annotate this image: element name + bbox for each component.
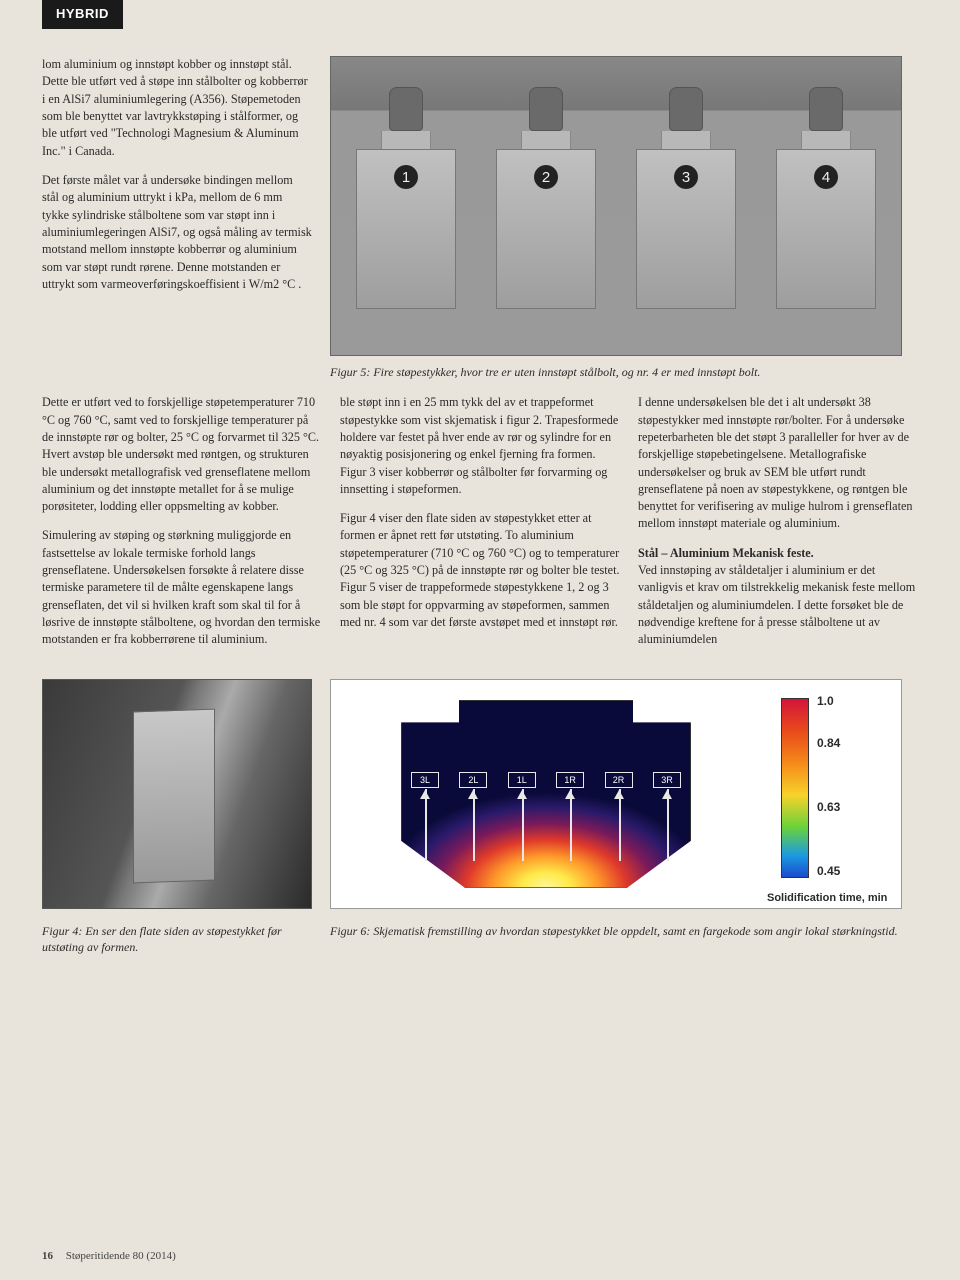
figure-6: 3L 2L 1L 1R 2R 3R 1.0 0.84 0.63 0.45 Sol… bbox=[330, 679, 918, 955]
cb-label-3: 0.45 bbox=[817, 864, 840, 878]
column-2: ble støpt inn i en 25 mm tykk del av et … bbox=[340, 394, 620, 661]
col3-p1: I denne undersøkelsen ble det i alt unde… bbox=[638, 394, 918, 533]
figure-4-caption: Figur 4: En ser den flate siden av støpe… bbox=[42, 923, 312, 955]
sample-3-number: 3 bbox=[674, 165, 698, 189]
figure-5-image: 1 2 3 4 bbox=[330, 56, 902, 356]
probe-3r: 3R bbox=[653, 772, 681, 788]
figure-5: 1 2 3 4 Figur 5: Fire støpestykker, hvor… bbox=[330, 56, 918, 380]
top-row: lom aluminium og innstøpt kobber og inns… bbox=[42, 0, 918, 380]
sample-3: 3 bbox=[631, 87, 741, 327]
sample-2: 2 bbox=[491, 87, 601, 327]
intro-paragraph-2: Det første målet var å undersøke binding… bbox=[42, 172, 312, 293]
figure-4-image bbox=[42, 679, 312, 909]
intro-column: lom aluminium og innstøpt kobber og inns… bbox=[42, 56, 312, 380]
col2-p2: Figur 4 viser den flate siden av støpest… bbox=[340, 510, 620, 631]
column-1: Dette er utført ved to forskjellige støp… bbox=[42, 394, 322, 661]
heatmap: 3L 2L 1L 1R 2R 3R bbox=[331, 680, 761, 908]
probe-3l: 3L bbox=[411, 772, 439, 788]
sample-4: 4 bbox=[771, 87, 881, 327]
figure-5-caption: Figur 5: Fire støpestykker, hvor tre er … bbox=[330, 364, 918, 380]
col1-p1: Dette er utført ved to forskjellige støp… bbox=[42, 394, 322, 515]
col1-p2: Simulering av støping og størkning mulig… bbox=[42, 527, 322, 648]
col3-heading: Stål – Aluminium Mekanisk feste.Ved inns… bbox=[638, 545, 918, 649]
col2-p1: ble støpt inn i en 25 mm tykk del av et … bbox=[340, 394, 620, 498]
page-footer: 16 Støperitidende 80 (2014) bbox=[42, 1250, 176, 1262]
sample-1: 1 bbox=[351, 87, 461, 327]
figure-6-caption: Figur 6: Skjematisk fremstilling av hvor… bbox=[330, 923, 918, 939]
intro-paragraph-1: lom aluminium og innstøpt kobber og inns… bbox=[42, 56, 312, 160]
mold-shape bbox=[401, 700, 691, 888]
sample-1-number: 1 bbox=[394, 165, 418, 189]
sample-2-number: 2 bbox=[534, 165, 558, 189]
figure-6-image: 3L 2L 1L 1R 2R 3R 1.0 0.84 0.63 0.45 Sol… bbox=[330, 679, 902, 909]
column-3: I denne undersøkelsen ble det i alt unde… bbox=[638, 394, 918, 661]
cb-label-2: 0.63 bbox=[817, 800, 840, 814]
probe-1l: 1L bbox=[508, 772, 536, 788]
body-columns: Dette er utført ved to forskjellige støp… bbox=[42, 394, 918, 661]
figure-4: Figur 4: En ser den flate siden av støpe… bbox=[42, 679, 312, 955]
publication-name: Støperitidende 80 (2014) bbox=[66, 1250, 176, 1262]
section-badge: HYBRID bbox=[42, 0, 123, 29]
page-content: lom aluminium og innstøpt kobber og inns… bbox=[0, 0, 960, 975]
cb-label-0: 1.0 bbox=[817, 694, 834, 708]
page-number: 16 bbox=[42, 1250, 53, 1262]
colorbar-area: 1.0 0.84 0.63 0.45 Solidification time, … bbox=[761, 680, 901, 908]
cb-label-1: 0.84 bbox=[817, 736, 840, 750]
colorbar bbox=[781, 698, 809, 878]
probe-2l: 2L bbox=[459, 772, 487, 788]
probe-1r: 1R bbox=[556, 772, 584, 788]
colorbar-title: Solidification time, min bbox=[767, 892, 887, 904]
probe-row: 3L 2L 1L 1R 2R 3R bbox=[411, 772, 681, 788]
sample-4-number: 4 bbox=[814, 165, 838, 189]
bottom-figures: Figur 4: En ser den flate siden av støpe… bbox=[42, 679, 918, 955]
probe-2r: 2R bbox=[605, 772, 633, 788]
